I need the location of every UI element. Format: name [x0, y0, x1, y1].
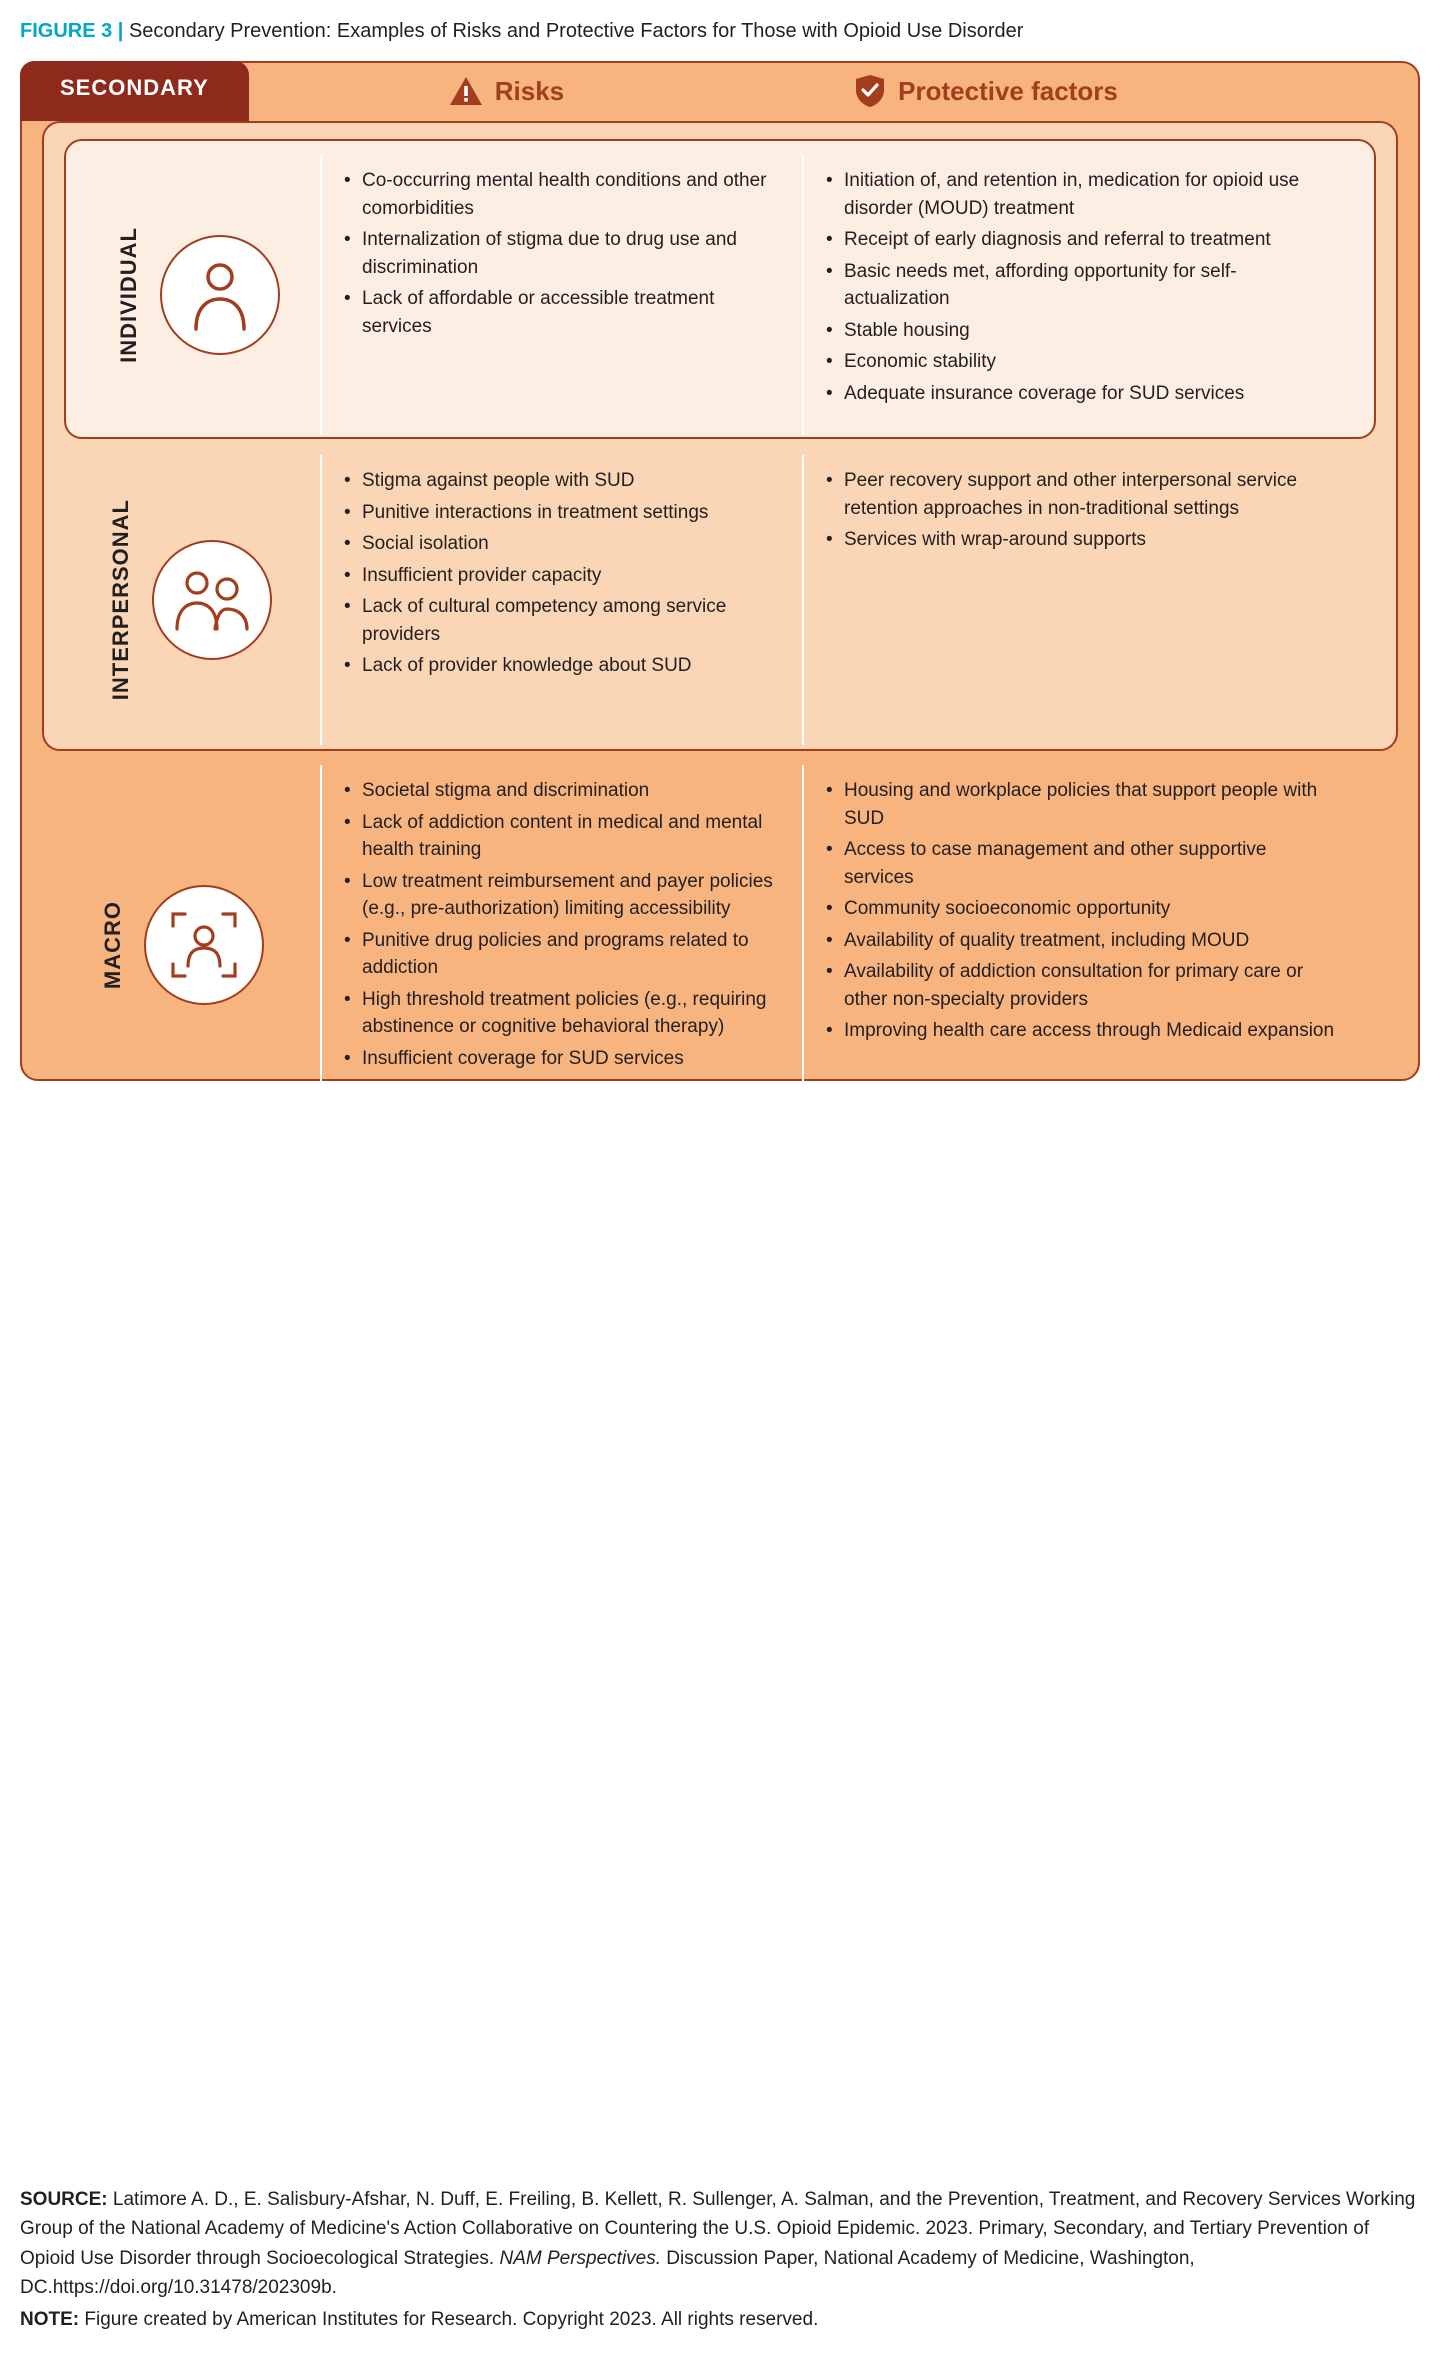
list: Societal stigma and discrimination Lack o… [344, 777, 776, 1072]
row-interpersonal-left: INTERPERSONAL [20, 445, 320, 755]
list-item: Improving health care access through Med… [826, 1017, 1338, 1045]
protective-header: Protective factors [854, 61, 1118, 121]
list-item: Insufficient provider capacity [344, 562, 776, 590]
list: Initiation of, and retention in, medicat… [826, 167, 1338, 407]
secondary-tab: SECONDARY [20, 61, 249, 121]
list-item: Punitive drug policies and programs rela… [344, 927, 776, 982]
row-interpersonal-risks: Stigma against people with SUD Punitive i… [322, 445, 802, 755]
list-item: Lack of addiction content in medical and… [344, 809, 776, 864]
source-doi: https://doi.org/10.31478/202309b. [53, 2277, 337, 2298]
row-macro-risks: Societal stigma and discrimination Lack o… [322, 755, 802, 1135]
row-interpersonal-protective: Peer recovery support and other interper… [804, 445, 1364, 755]
people-icon [152, 540, 272, 660]
list-item: Lack of provider knowledge about SUD [344, 652, 776, 680]
list-item: High threshold treatment policies (e.g.,… [344, 986, 776, 1041]
list-item: Receipt of early diagnosis and referral … [826, 226, 1338, 254]
list: Housing and workplace policies that supp… [826, 777, 1338, 1045]
row-individual-left: INDIVIDUAL [20, 145, 320, 445]
list-item: Basic needs met, affording opportunity f… [826, 258, 1338, 313]
figure-caption: Secondary Prevention: Examples of Risks … [129, 20, 1023, 42]
figure-title: FIGURE 3 | Secondary Prevention: Example… [20, 20, 1420, 43]
list: Peer recovery support and other interper… [826, 467, 1338, 554]
list-item: Housing and workplace policies that supp… [826, 777, 1338, 832]
row-macro: MACRO Societal stigma and discrimination… [20, 755, 1420, 1135]
row-individual: INDIVIDUAL Co-occurring mental health co… [20, 145, 1420, 445]
row-interpersonal-label: INTERPERSONAL [108, 499, 134, 700]
list-item: Social isolation [344, 530, 776, 558]
list-item: Insufficient coverage for SUD services [344, 1045, 776, 1073]
note-label: NOTE: [20, 2309, 84, 2330]
risks-header: Risks [449, 61, 564, 121]
source-text-italic: NAM Perspectives. [499, 2248, 661, 2269]
row-interpersonal: INTERPERSONAL Stigma against people with… [20, 445, 1420, 755]
row-individual-label: INDIVIDUAL [116, 227, 142, 363]
row-individual-risks: Co-occurring mental health conditions an… [322, 145, 802, 445]
source-label: SOURCE: [20, 2189, 113, 2210]
shield-check-icon [854, 74, 886, 108]
list-item: Punitive interactions in treatment setti… [344, 499, 776, 527]
list-item: Lack of affordable or accessible treatme… [344, 285, 776, 340]
list-item: Economic stability [826, 348, 1338, 376]
list-item: Stigma against people with SUD [344, 467, 776, 495]
warning-triangle-icon [449, 76, 483, 106]
list-item: Availability of quality treatment, inclu… [826, 927, 1338, 955]
note-text: Figure created by American Institutes fo… [84, 2309, 818, 2330]
figure-label: FIGURE 3 | [20, 20, 129, 42]
row-macro-protective: Housing and workplace policies that supp… [804, 755, 1364, 1135]
list-item: Lack of cultural competency among servic… [344, 593, 776, 648]
person-frame-icon [144, 885, 264, 1005]
chart-container: SECONDARY Risks Protective factors INDIV… [20, 61, 1420, 1135]
row-macro-left: MACRO [20, 755, 320, 1135]
list-item: Initiation of, and retention in, medicat… [826, 167, 1338, 222]
list-item: Adequate insurance coverage for SUD serv… [826, 380, 1338, 408]
risks-header-label: Risks [495, 76, 564, 107]
list-item: Stable housing [826, 317, 1338, 345]
list: Stigma against people with SUD Punitive i… [344, 467, 776, 680]
header-row: SECONDARY Risks Protective factors [20, 61, 1420, 121]
list-item: Internalization of stigma due to drug us… [344, 226, 776, 281]
person-icon [160, 235, 280, 355]
protective-header-label: Protective factors [898, 76, 1118, 107]
list-item: Societal stigma and discrimination [344, 777, 776, 805]
list-item: Community socioeconomic opportunity [826, 895, 1338, 923]
rows-container: INDIVIDUAL Co-occurring mental health co… [20, 121, 1420, 1135]
list: Co-occurring mental health conditions an… [344, 167, 776, 340]
source-block: SOURCE: Latimore A. D., E. Salisbury-Afs… [20, 2185, 1420, 2334]
list-item: Low treatment reimbursement and payer po… [344, 868, 776, 923]
row-macro-label: MACRO [100, 901, 126, 989]
list-item: Access to case management and other supp… [826, 836, 1338, 891]
list-item: Co-occurring mental health conditions an… [344, 167, 776, 222]
list-item: Peer recovery support and other interper… [826, 467, 1338, 522]
list-item: Services with wrap-around supports [826, 526, 1338, 554]
row-individual-protective: Initiation of, and retention in, medicat… [804, 145, 1364, 445]
list-item: Availability of addiction consultation f… [826, 958, 1338, 1013]
